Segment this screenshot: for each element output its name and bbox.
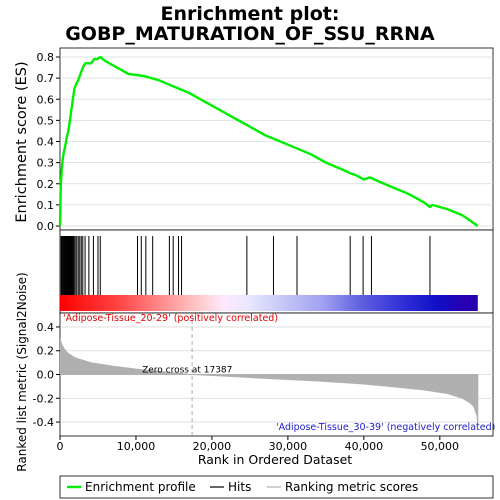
metric-tick-label: -0.2	[33, 392, 54, 405]
ranking-metric-area	[60, 338, 479, 425]
hit-marks	[60, 236, 431, 295]
metric-tick-label: 0.2	[37, 345, 55, 358]
positive-correlation-label: 'Adipose-Tissue_20-29' (positively corre…	[63, 313, 278, 324]
es-tick-label: 0.7	[37, 72, 55, 85]
legend-hits-label: Hits	[228, 480, 251, 494]
legend-enrichment-label: Enrichment profile	[85, 480, 196, 494]
chart-title-line2: GOBP_MATURATION_OF_SSU_RRNA	[65, 23, 435, 45]
es-tick-label: 0.0	[37, 220, 55, 233]
es-ylabel: Enrichment score (ES)	[14, 61, 30, 222]
x-axis-label: Rank in Ordered Dataset	[198, 452, 352, 467]
metric-tick-label: 0.0	[37, 369, 55, 382]
es-tick-label: 0.1	[37, 199, 55, 212]
x-axis-ticks: 0 10,000 20,000 30,000 40,000 50,000	[57, 436, 460, 453]
x-tick-label: 40,000	[345, 440, 384, 453]
es-gridlines	[60, 56, 493, 227]
metric-yticks: -0.4 -0.2 0.0 0.2 0.4	[33, 321, 60, 429]
x-tick-label: 10,000	[117, 440, 156, 453]
negative-correlation-label: 'Adipose-Tissue_30-39' (negatively corre…	[276, 422, 495, 433]
ranked-list-color-bar	[60, 295, 478, 311]
es-tick-label: 0.5	[37, 114, 55, 127]
es-tick-label: 0.4	[37, 136, 55, 149]
es-tick-label: 0.8	[37, 51, 55, 64]
x-tick-label: 30,000	[269, 440, 308, 453]
enrichment-profile-line	[58, 55, 479, 227]
x-tick-label: 50,000	[421, 440, 460, 453]
x-tick-label: 0	[57, 440, 64, 453]
x-tick-label: 20,000	[193, 440, 232, 453]
metric-tick-label: 0.4	[37, 321, 55, 334]
chart-title-line1: Enrichment plot:	[161, 3, 340, 25]
es-yticks: 0.0 0.1 0.2 0.3 0.4 0.5 0.6 0.7 0.8	[37, 51, 60, 233]
legend-metric-label: Ranking metric scores	[285, 480, 418, 494]
metric-ylabel: Ranked list metric (Signal2Noise)	[15, 272, 29, 471]
es-tick-label: 0.2	[37, 178, 55, 191]
es-tick-label: 0.6	[37, 93, 55, 106]
metric-tick-label: -0.4	[33, 416, 54, 429]
zero-cross-label: Zero cross at 17387	[142, 366, 232, 376]
es-tick-label: 0.3	[37, 157, 55, 170]
